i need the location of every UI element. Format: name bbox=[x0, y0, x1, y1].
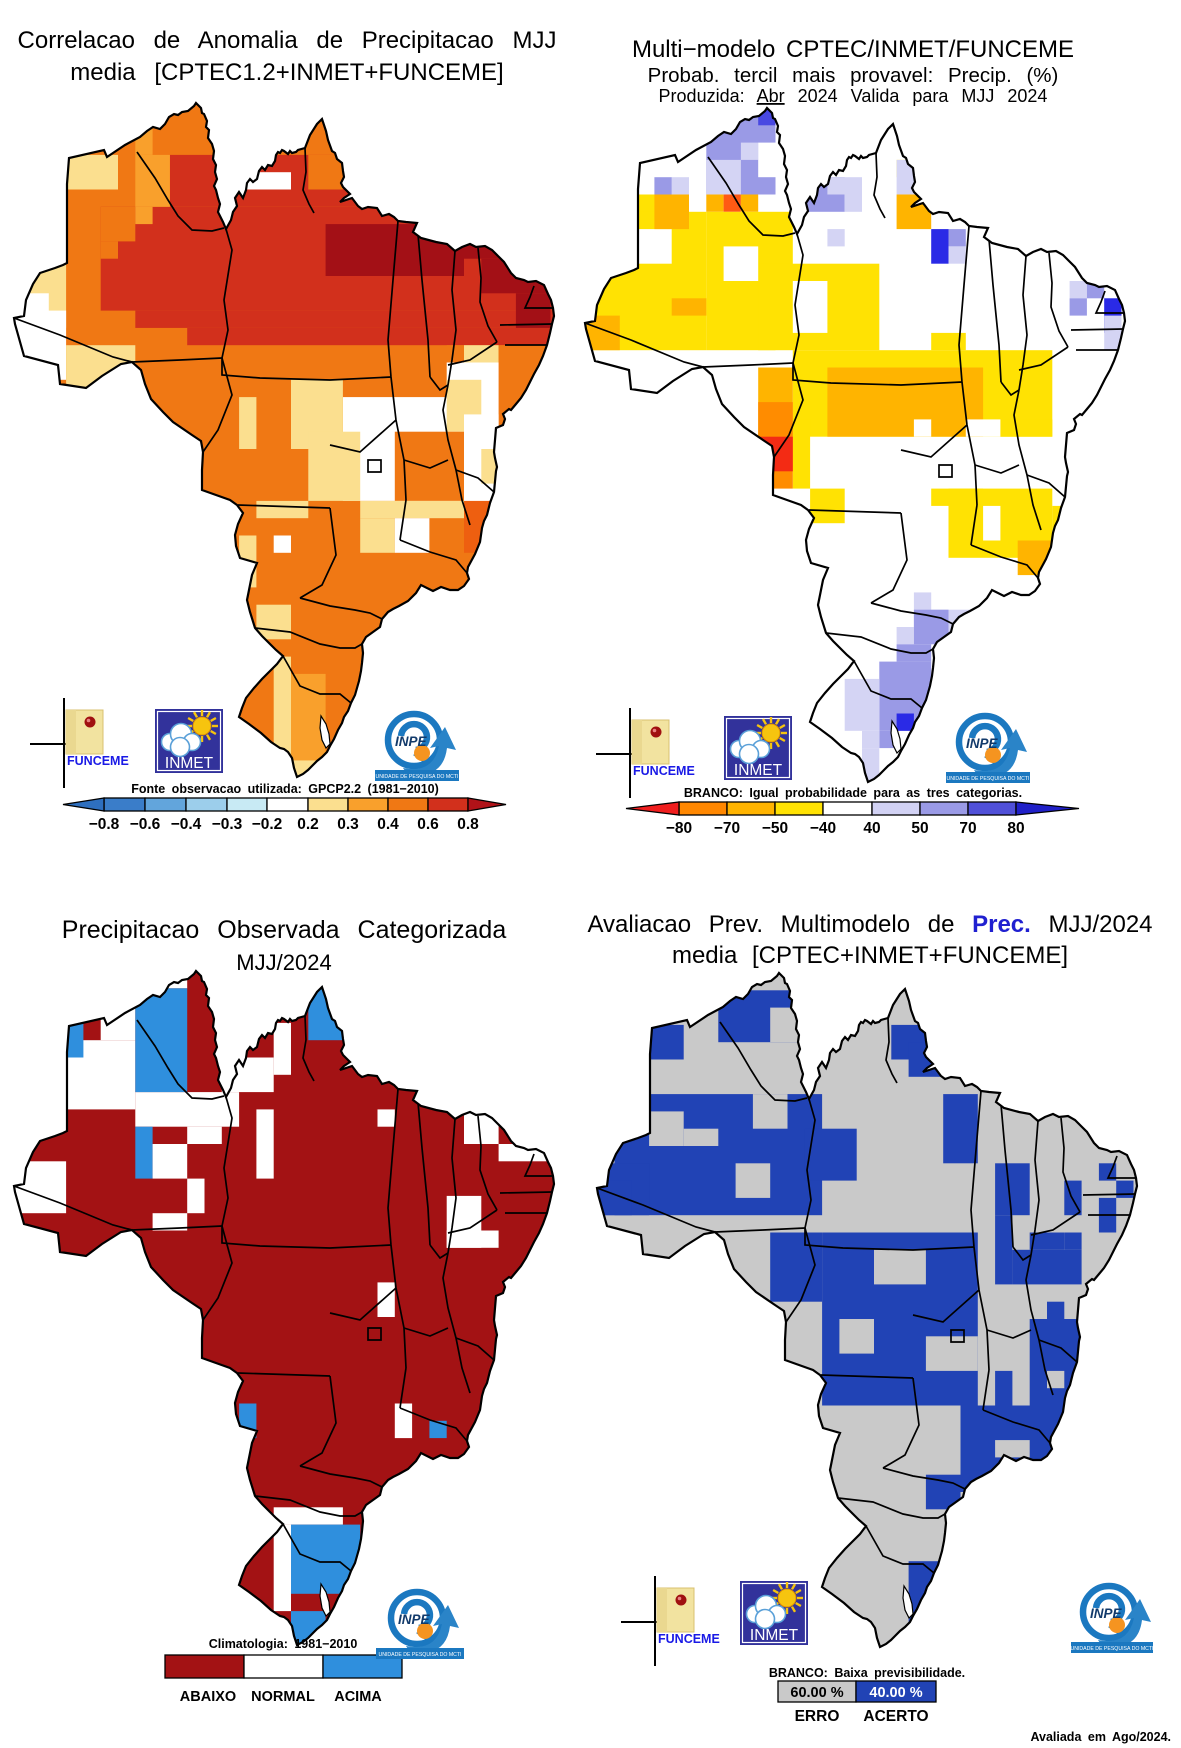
svg-text:−0.4: −0.4 bbox=[171, 816, 202, 833]
svg-text:0.4: 0.4 bbox=[377, 816, 399, 833]
svg-text:Fonte observacao utilizada: GP: Fonte observacao utilizada: GPCP2.2 (198… bbox=[131, 782, 439, 796]
svg-text:BRANCO: Igual probabilidade pa: BRANCO: Igual probabilidade para as tres… bbox=[684, 786, 1022, 800]
svg-text:INPE: INPE bbox=[1090, 1606, 1123, 1621]
svg-text:FUNCEME: FUNCEME bbox=[633, 764, 695, 778]
svg-text:Probab. tercil mais provavel:: Probab. tercil mais provavel: Precip. (%… bbox=[648, 64, 1059, 87]
svg-text:Produzida: Abr 2024 Valida p: Produzida: Abr 2024 Valida para MJJ 2024 bbox=[659, 86, 1048, 106]
svg-text:Precipitacao Observada Categor: Precipitacao Observada Categorizada bbox=[62, 916, 507, 944]
svg-text:0.2: 0.2 bbox=[297, 816, 319, 833]
svg-text:Correlacao de Anomalia de Prec: Correlacao de Anomalia de Precipitacao M… bbox=[18, 27, 557, 54]
svg-text:40: 40 bbox=[863, 820, 880, 837]
svg-text:Multi−modelo CPTEC/INMET/FUNCE: Multi−modelo CPTEC/INMET/FUNCEME bbox=[632, 36, 1074, 63]
svg-text:50: 50 bbox=[911, 820, 928, 837]
svg-text:ERRO: ERRO bbox=[795, 1708, 840, 1725]
svg-text:80: 80 bbox=[1007, 820, 1024, 837]
svg-text:INPE: INPE bbox=[395, 734, 428, 749]
svg-text:INPE: INPE bbox=[398, 1612, 431, 1627]
svg-text:FUNCEME: FUNCEME bbox=[658, 1632, 720, 1646]
svg-text:INMET: INMET bbox=[750, 1627, 799, 1644]
svg-text:Avaliada em Ago/2024.: Avaliada em Ago/2024. bbox=[1030, 1730, 1171, 1744]
svg-text:UNIDADE DE PESQUISA DO MCTI: UNIDADE DE PESQUISA DO MCTI bbox=[378, 1652, 461, 1658]
svg-text:0.6: 0.6 bbox=[417, 816, 439, 833]
svg-text:ABAIXO: ABAIXO bbox=[180, 1689, 236, 1705]
svg-text:0.8: 0.8 bbox=[457, 816, 479, 833]
svg-text:FUNCEME: FUNCEME bbox=[67, 754, 129, 768]
svg-text:UNIDADE DE PESQUISA DO MCTI: UNIDADE DE PESQUISA DO MCTI bbox=[1070, 1646, 1153, 1652]
svg-text:Climatologia: 1981−2010: Climatologia: 1981−2010 bbox=[209, 1637, 358, 1651]
svg-text:−80: −80 bbox=[666, 820, 692, 837]
svg-text:60.00 %: 60.00 % bbox=[790, 1685, 843, 1701]
svg-text:BRANCO: Baixa previsibilidade.: BRANCO: Baixa previsibilidade. bbox=[769, 1666, 965, 1680]
svg-text:−0.8: −0.8 bbox=[89, 816, 120, 833]
svg-text:MJJ/2024: MJJ/2024 bbox=[236, 950, 331, 975]
svg-text:−0.2: −0.2 bbox=[252, 816, 283, 833]
svg-text:INMET: INMET bbox=[734, 762, 783, 779]
svg-text:0.3: 0.3 bbox=[337, 816, 359, 833]
svg-text:−70: −70 bbox=[714, 820, 740, 837]
svg-text:INMET: INMET bbox=[165, 755, 214, 772]
svg-text:ACIMA: ACIMA bbox=[334, 1689, 382, 1705]
svg-text:−40: −40 bbox=[810, 820, 836, 837]
svg-text:INPE: INPE bbox=[966, 736, 999, 751]
svg-text:NORMAL: NORMAL bbox=[251, 1689, 315, 1705]
svg-text:−0.6: −0.6 bbox=[130, 816, 161, 833]
svg-text:UNIDADE DE PESQUISA DO MCTI: UNIDADE DE PESQUISA DO MCTI bbox=[375, 774, 458, 780]
svg-text:40.00 %: 40.00 % bbox=[869, 1685, 922, 1701]
svg-text:media [CPTEC1.2+INMET+FUNCEME]: media [CPTEC1.2+INMET+FUNCEME] bbox=[70, 59, 503, 86]
svg-text:UNIDADE DE PESQUISA DO MCTI: UNIDADE DE PESQUISA DO MCTI bbox=[946, 776, 1029, 782]
svg-text:ACERTO: ACERTO bbox=[863, 1708, 928, 1725]
svg-text:Avaliacao Prev. Multimodelo de: Avaliacao Prev. Multimodelo de Prec. MJJ… bbox=[587, 911, 1152, 938]
svg-text:media [CPTEC+INMET+FUNCEME]: media [CPTEC+INMET+FUNCEME] bbox=[672, 942, 1068, 969]
svg-text:−50: −50 bbox=[762, 820, 788, 837]
svg-text:70: 70 bbox=[959, 820, 976, 837]
svg-text:−0.3: −0.3 bbox=[212, 816, 243, 833]
